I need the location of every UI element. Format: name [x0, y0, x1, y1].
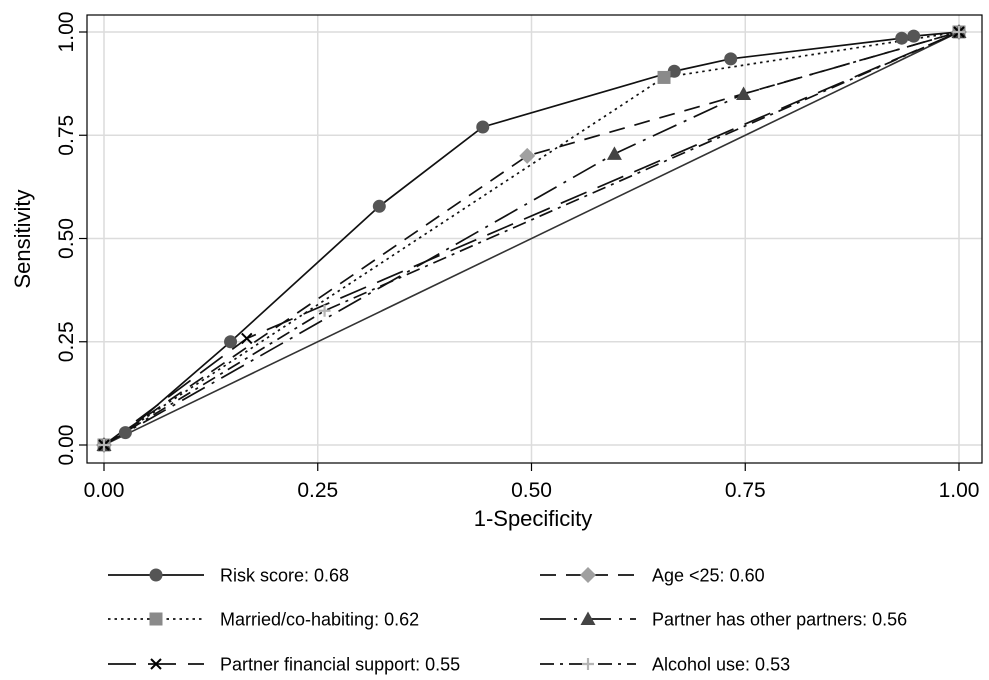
data-point-series-3: [606, 146, 622, 160]
legend-item: Partner financial support: 0.55: [108, 655, 460, 675]
data-point-series-5: [98, 439, 110, 451]
legend-item: Risk score: 0.68: [108, 566, 349, 586]
legend-label: Partner has other partners: 0.56: [652, 610, 907, 630]
y-tick-label: 0.50: [55, 218, 78, 259]
y-tick-label: 0.25: [55, 321, 78, 362]
data-point-series-4: [241, 332, 253, 345]
x-tick-label: 0.00: [84, 479, 125, 502]
data-point-series-1: [519, 147, 536, 164]
legend-marker: [149, 568, 163, 582]
legend-label: Age <25: 0.60: [652, 566, 765, 586]
legend-item: Age <25: 0.60: [540, 566, 765, 586]
series-markers: [96, 24, 967, 453]
x-tick-label: 0.50: [511, 479, 552, 502]
data-point-series-0: [907, 29, 921, 43]
legend-item: Married/co-habiting: 0.62: [108, 610, 419, 630]
y-axis-title: Sensitivity: [10, 189, 35, 288]
data-point-series-5: [318, 304, 331, 317]
data-point-series-0: [118, 426, 132, 440]
legend-label: Partner financial support: 0.55: [220, 655, 460, 675]
series-line-1: [103, 31, 960, 446]
legend-marker: [582, 658, 594, 670]
x-axis-ticks: 0.00 0.25 0.50 0.75 1.00: [84, 463, 980, 502]
y-axis-ticks: 0.00 0.25 0.50 0.75 1.00: [55, 12, 87, 466]
legend-item: Partner has other partners: 0.56: [540, 610, 907, 630]
plot-area: [86, 14, 983, 464]
legend-marker: [580, 567, 596, 583]
data-point-series-0: [372, 199, 386, 213]
legend: Risk score: 0.68 Age <25: 0.60 Married/co-…: [108, 566, 907, 675]
data-point-series-2: [657, 70, 671, 84]
x-axis-title: 1-Specificity: [474, 506, 593, 531]
legend-label: Married/co-habiting: 0.62: [220, 610, 419, 630]
x-tick-label: 1.00: [939, 479, 980, 502]
reference-diagonal-line: [103, 31, 960, 446]
data-point-series-0: [476, 120, 490, 134]
y-tick-label: 0.00: [55, 425, 78, 466]
legend-marker: [150, 658, 162, 670]
legend-label: Alcohol use: 0.53: [652, 655, 790, 675]
legend-label: Risk score: 0.68: [220, 566, 349, 586]
y-tick-label: 0.75: [55, 115, 78, 156]
data-point-series-0: [667, 64, 681, 78]
data-point-series-0: [895, 31, 909, 45]
x-tick-label: 0.25: [297, 479, 338, 502]
legend-marker: [580, 611, 596, 625]
series-line-3: [103, 31, 960, 446]
data-point-series-0: [724, 52, 738, 66]
x-tick-label: 0.75: [725, 479, 766, 502]
legend-marker: [149, 612, 163, 626]
data-point-series-0: [224, 335, 238, 349]
data-point-series-3: [736, 86, 752, 100]
y-tick-label: 1.00: [55, 12, 78, 53]
data-point-series-5: [953, 26, 965, 38]
legend-item: Alcohol use: 0.53: [540, 655, 790, 675]
